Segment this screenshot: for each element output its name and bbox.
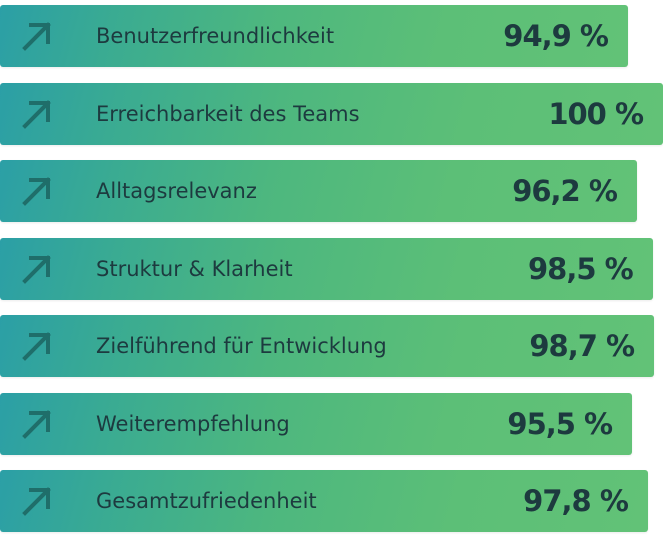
arrow-up-right-icon [22,99,51,129]
bar-value-label: 100 % [548,96,644,131]
bar-1: Erreichbarkeit des Teams 100 % [0,82,663,145]
bar-3: Struktur & Klarheit 98,5 % [0,237,653,300]
bar-5: Weiterempfehlung 95,5 % [0,392,633,455]
bar-label: Benutzerfreundlichkeit [96,24,335,48]
bar-2: Alltagsrelevanz 96,2 % [0,160,637,222]
arrow-up-right-icon [22,22,51,51]
bar-4: Zielführend für Entwicklung 98,7 % [0,315,655,377]
bar-label: Gesamtzufriedenheit [96,489,317,513]
bar-6: Gesamtzufriedenheit 97,8 % [0,470,648,532]
arrow-up-right-icon [22,177,51,206]
arrow-up-right-icon [22,409,51,439]
bar-label: Alltagsrelevanz [96,179,257,203]
bar-value-label: 97,8 % [523,484,629,518]
bar-label: Erreichbarkeit des Teams [96,101,360,126]
bar-0: Benutzerfreundlichkeit 94,9 % [0,5,628,67]
arrow-up-right-icon [22,254,51,284]
bar-value-label: 98,5 % [527,251,634,286]
bar-value-label: 98,7 % [529,329,635,363]
bar-label: Zielführend für Entwicklung [96,334,387,358]
bar-value-label: 96,2 % [512,174,618,208]
bar-value-label: 95,5 % [507,406,613,441]
bar-value-label: 94,9 % [503,19,609,53]
arrow-up-right-icon [22,332,51,361]
arrow-up-right-icon [22,487,51,516]
bar-label: Struktur & Klarheit [96,256,293,281]
bar-label: Weiterempfehlung [96,411,290,436]
